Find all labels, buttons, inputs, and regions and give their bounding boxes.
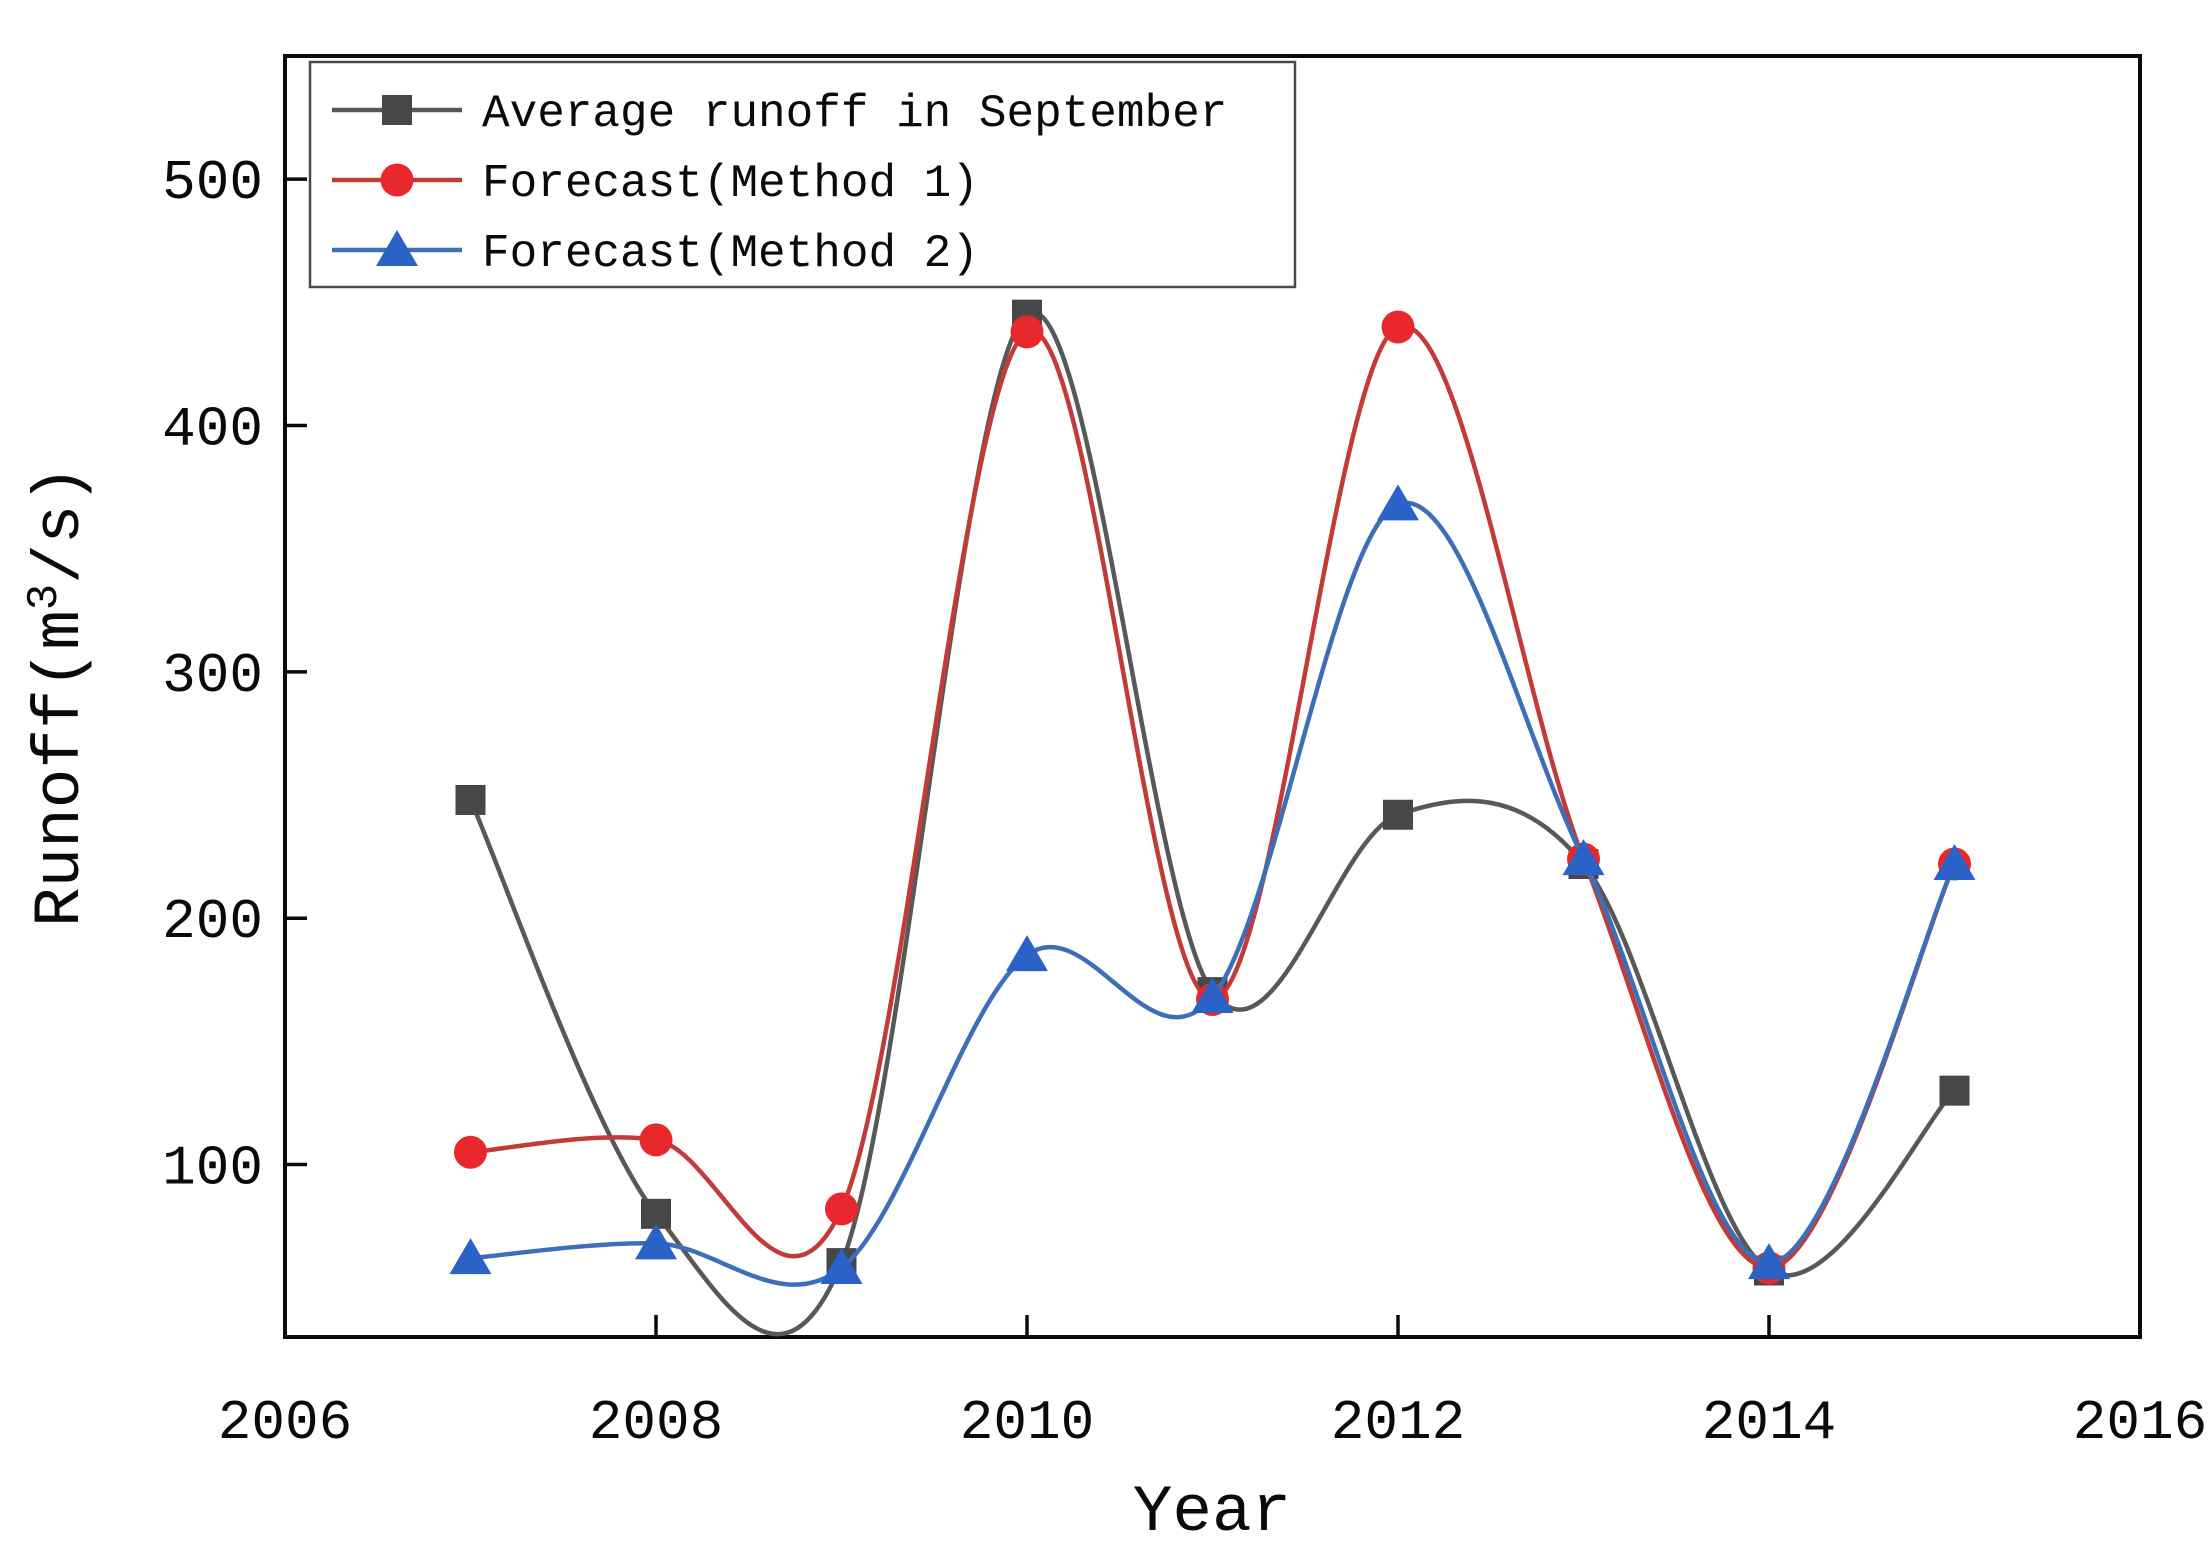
y-tick-label: 100 [162,1137,263,1201]
marker-square [1939,1075,1970,1106]
y-axis-label-prefix: Runoff(m [23,610,98,927]
marker-triangle [376,230,418,266]
series-0 [455,299,1970,1337]
legend-box [308,60,1297,289]
y-axis-label: Runoff(m3/s) [20,465,98,927]
marker-circle [454,1135,487,1169]
marker-triangle [1377,484,1419,521]
marker-square [1383,799,1413,830]
marker-triangle [1562,839,1605,876]
legend: Average runoff in September Forecast(Meth… [308,60,1297,289]
series-2-line [470,500,1957,1287]
marker-square [382,95,412,125]
series-1-line [470,323,1957,1271]
legend-label-0: Average runoff in September [482,88,1227,140]
plot-border [283,54,2142,1339]
marker-square [455,784,486,815]
x-axis-label: Year [1133,1475,1291,1550]
marker-triangle [449,1238,492,1275]
x-tick-label: 2010 [960,1391,1094,1455]
legend-label-1: Forecast(Method 1) [482,158,979,210]
marker-circle [1381,310,1415,344]
x-tick-label: 2008 [589,1391,723,1455]
y-tick-label: 400 [162,398,263,462]
marker-triangle [1933,844,1976,881]
marker-triangle [820,1248,863,1285]
x-tick-label: 2014 [1702,1391,1836,1455]
marker-circle [380,163,414,197]
marker-triangle [1748,1243,1790,1280]
marker-circle [825,1192,858,1226]
x-tick-label: 2016 [2073,1391,2207,1455]
series-2 [449,484,1976,1287]
x-tick-label: 2012 [1331,1391,1465,1455]
y-axis-label-suffix: /s) [23,465,98,584]
plot-area: 2006 2008 2010 2012 2014 2016 100 200 300 400 500 A… [162,54,2207,1455]
marker-circle [1010,315,1044,349]
marker-triangle [1191,977,1234,1014]
series-1 [454,310,1971,1285]
marker-circle [639,1123,673,1157]
series-0-line [468,310,1957,1337]
y-tick-label: 300 [162,644,263,708]
y-tick-label: 200 [162,890,263,954]
x-tick-label: 2006 [218,1391,352,1455]
y-tick-label: 500 [162,151,263,215]
y-axis-label-superscript: 3 [20,584,70,610]
marker-triangle [1006,935,1048,972]
legend-label-2: Forecast(Method 2) [482,228,979,280]
marker-triangle [635,1223,677,1260]
